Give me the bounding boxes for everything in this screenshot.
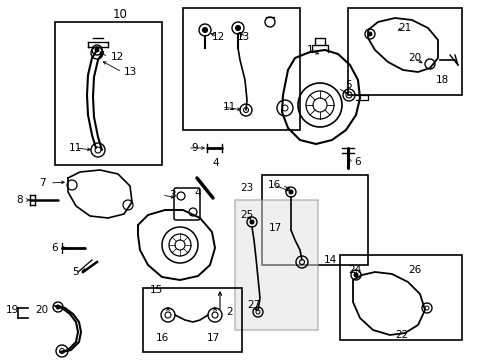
Text: 1: 1 bbox=[307, 45, 313, 55]
Text: 17: 17 bbox=[269, 223, 282, 233]
Text: 10: 10 bbox=[113, 8, 127, 21]
Text: 16: 16 bbox=[155, 333, 169, 343]
Text: 4: 4 bbox=[195, 188, 201, 198]
Text: 8: 8 bbox=[17, 195, 24, 205]
Circle shape bbox=[236, 26, 241, 31]
Bar bbox=[340, 255, 462, 340]
Bar bbox=[348, 8, 462, 95]
Bar bbox=[235, 200, 318, 330]
Text: 26: 26 bbox=[408, 265, 421, 275]
Text: 20: 20 bbox=[35, 305, 49, 315]
Bar bbox=[183, 8, 300, 130]
Text: 12: 12 bbox=[211, 32, 224, 42]
Text: 25: 25 bbox=[241, 210, 254, 220]
Circle shape bbox=[56, 305, 60, 309]
Text: 3: 3 bbox=[169, 190, 175, 200]
Text: 7: 7 bbox=[39, 178, 45, 188]
Bar bbox=[143, 288, 242, 352]
Text: 13: 13 bbox=[123, 67, 137, 77]
Text: 17: 17 bbox=[206, 333, 220, 343]
Text: 24: 24 bbox=[348, 265, 362, 275]
Text: 21: 21 bbox=[398, 23, 412, 33]
Bar bbox=[262, 175, 368, 265]
Circle shape bbox=[368, 32, 372, 36]
Text: 11: 11 bbox=[69, 143, 82, 153]
Text: 4: 4 bbox=[213, 158, 220, 168]
Text: 23: 23 bbox=[241, 183, 254, 193]
Text: 16: 16 bbox=[268, 180, 281, 190]
Text: 12: 12 bbox=[110, 52, 123, 62]
Text: 6: 6 bbox=[51, 243, 58, 253]
Text: 18: 18 bbox=[436, 75, 449, 85]
Text: 5: 5 bbox=[344, 80, 351, 90]
Text: 9: 9 bbox=[192, 143, 198, 153]
Text: 19: 19 bbox=[5, 305, 19, 315]
Bar bbox=[55, 22, 162, 165]
Text: 11: 11 bbox=[222, 102, 236, 112]
Text: 6: 6 bbox=[355, 157, 361, 167]
Circle shape bbox=[202, 27, 207, 32]
Circle shape bbox=[95, 48, 99, 52]
Text: 5: 5 bbox=[72, 267, 78, 277]
Text: 14: 14 bbox=[323, 255, 337, 265]
Text: 15: 15 bbox=[149, 285, 163, 295]
Text: 22: 22 bbox=[395, 330, 409, 340]
Circle shape bbox=[250, 220, 254, 224]
Circle shape bbox=[289, 190, 293, 194]
Text: 27: 27 bbox=[247, 300, 261, 310]
Text: 2: 2 bbox=[227, 307, 233, 317]
Circle shape bbox=[354, 273, 358, 277]
Text: 13: 13 bbox=[236, 32, 249, 42]
Text: 20: 20 bbox=[409, 53, 421, 63]
